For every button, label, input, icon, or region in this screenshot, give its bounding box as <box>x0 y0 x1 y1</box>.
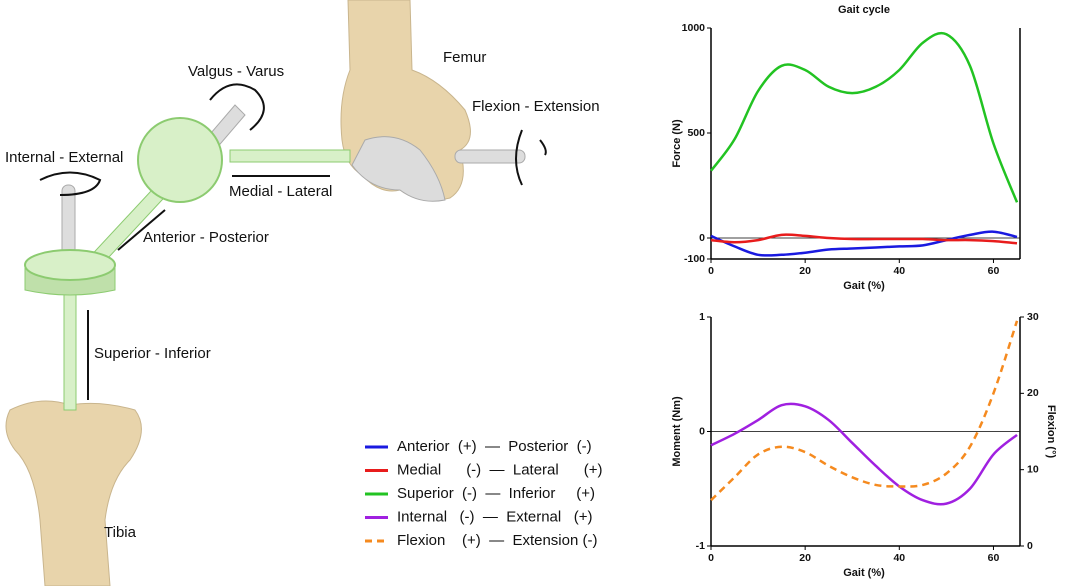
x-tick-label: 0 <box>708 552 714 564</box>
legend-label: Internal (-) — External (+) <box>397 508 592 525</box>
rod <box>454 149 526 164</box>
x-tick-label: 20 <box>799 552 811 564</box>
x-tick-label: 60 <box>988 552 1000 564</box>
joint <box>137 117 223 203</box>
diagram-label: Superior - Inferior <box>94 345 211 362</box>
y2-tick-label: 20 <box>1027 387 1039 399</box>
tibia <box>5 400 142 586</box>
y2-axis-label: Flexion (°) <box>1045 405 1057 459</box>
y-tick-label: -1 <box>696 540 705 552</box>
diagram-label: Femur <box>443 49 486 66</box>
legend-label: Medial (-) — Lateral (+) <box>397 461 602 478</box>
y-tick-label: 1 <box>699 311 705 323</box>
chart-title: Gait cycle <box>838 4 890 16</box>
diagram-label: Tibia <box>104 524 137 541</box>
y-axis-label: Force (N) <box>671 119 683 168</box>
legend-label: Superior (-) — Inferior (+) <box>397 485 595 502</box>
y2-tick-label: 10 <box>1027 463 1039 475</box>
x-tick-label: 20 <box>799 265 811 277</box>
series-line <box>710 233 1018 245</box>
legend-label: Anterior (+) — Posterior (-) <box>397 438 592 455</box>
diagram-label: Internal - External <box>5 149 123 166</box>
rod <box>229 149 351 163</box>
y2-tick-label: 30 <box>1027 311 1039 323</box>
series-line <box>710 320 1019 502</box>
femur-cartilage <box>351 136 446 202</box>
y-axis-label: Moment (Nm) <box>671 396 683 467</box>
joint <box>24 249 116 281</box>
x-axis-label: Gait (%) <box>843 567 885 579</box>
y-tick-label: 500 <box>687 127 705 139</box>
x-tick-label: 0 <box>708 265 714 277</box>
diagram-label: Medial - Lateral <box>229 183 332 200</box>
series-line <box>709 31 1019 203</box>
knee-diagram: Valgus - Varus Femur Flexion - Extension… <box>5 0 600 586</box>
series-line <box>710 402 1018 506</box>
x-tick-label: 40 <box>893 552 905 564</box>
series-line <box>710 230 1018 257</box>
diagram-label: Flexion - Extension <box>472 98 600 115</box>
diagram-label: Anterior - Posterior <box>143 229 269 246</box>
y-tick-label: 1000 <box>682 22 706 34</box>
diagram-label: Valgus - Varus <box>188 63 284 80</box>
arrows <box>39 83 547 400</box>
y-tick-label: -100 <box>684 253 705 265</box>
y-tick-label: 0 <box>699 232 705 244</box>
legend-label: Flexion (+) — Extension (-) <box>397 532 597 549</box>
x-tick-label: 40 <box>893 265 905 277</box>
rod <box>63 279 77 411</box>
x-axis-label: Gait (%) <box>843 280 885 292</box>
y-tick-label: 0 <box>699 425 705 437</box>
y2-tick-label: 0 <box>1027 540 1033 552</box>
x-tick-label: 60 <box>988 265 1000 277</box>
